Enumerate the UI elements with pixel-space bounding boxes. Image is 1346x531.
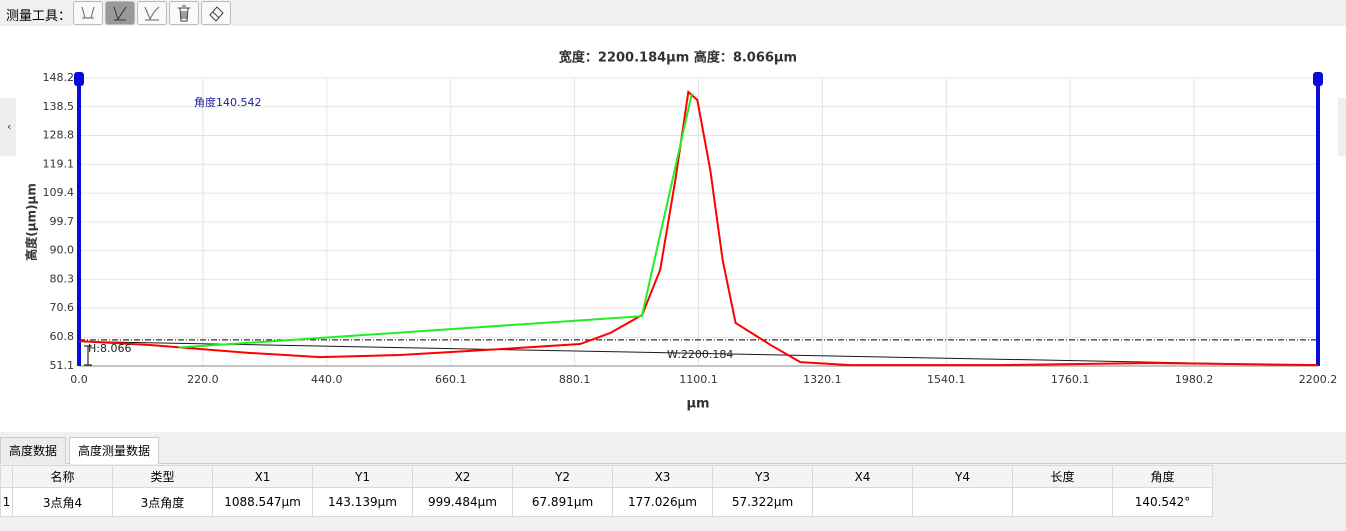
y-tick-label: 109.4 bbox=[43, 186, 75, 199]
y-tick-label: 51.1 bbox=[50, 359, 75, 372]
tool-button[interactable] bbox=[137, 1, 167, 25]
table-cell bbox=[1012, 487, 1113, 517]
y-tick-label: 80.3 bbox=[50, 272, 75, 285]
annotation: W:2200.184 bbox=[667, 348, 733, 361]
column-header: 类型 bbox=[112, 465, 213, 488]
height-marker bbox=[84, 345, 92, 366]
delete-button[interactable] bbox=[169, 1, 199, 25]
column-header: X2 bbox=[412, 465, 513, 488]
y-tick-label: 148.2 bbox=[43, 71, 75, 84]
x-tick-label: 1100.1 bbox=[679, 373, 718, 386]
table-cell: 143.139μm bbox=[312, 487, 413, 517]
table-cell: 140.542° bbox=[1112, 487, 1213, 517]
row-number: 1 bbox=[0, 487, 13, 517]
column-header: 角度 bbox=[1112, 465, 1213, 488]
column-header: Y4 bbox=[912, 465, 1013, 488]
table-cell: 3点角4 bbox=[12, 487, 113, 517]
y-tick-label: 70.6 bbox=[50, 301, 75, 314]
table-cell: 67.891μm bbox=[512, 487, 613, 517]
tab-bar: 高度数据 高度测量数据 bbox=[0, 435, 1346, 464]
table-row: 1 3点角4 3点角度 1088.547μm 143.139μm 999.484μm 67.… bbox=[0, 487, 1213, 517]
column-header: X4 bbox=[812, 465, 913, 488]
column-header: X3 bbox=[612, 465, 713, 488]
x-tick-label: 880.1 bbox=[559, 373, 591, 386]
series-line bbox=[178, 92, 693, 349]
column-header: X1 bbox=[212, 465, 313, 488]
y-tick-label: 138.5 bbox=[43, 100, 75, 113]
y-tick-label: 99.7 bbox=[50, 215, 75, 228]
annotation: H:8.066 bbox=[88, 342, 131, 355]
table-cell bbox=[912, 487, 1013, 517]
x-tick-label: 1760.1 bbox=[1051, 373, 1090, 386]
x-tick-label: 440.0 bbox=[311, 373, 343, 386]
y-tick-label: 128.8 bbox=[43, 129, 75, 142]
x-tick-label: 660.1 bbox=[435, 373, 467, 386]
x-tick-label: 2200.2 bbox=[1299, 373, 1338, 386]
cursor-handle bbox=[74, 72, 84, 86]
annotation: 角度140.542 bbox=[194, 95, 262, 109]
table-cell: 999.484μm bbox=[412, 487, 513, 517]
chart: ‹ 宽度：2200.184μm 高度：8.066μm μm 高度(μm)μm 5… bbox=[0, 26, 1346, 432]
corner-cell bbox=[0, 465, 13, 488]
x-axis-label: μm bbox=[686, 397, 709, 412]
side-panel[interactable] bbox=[1338, 98, 1346, 156]
data-table: 名称 类型 X1 Y1 X2 Y2 X3 Y3 X4 Y4 长度 角度 1 3点角4 3点角度 1088.54… bbox=[0, 465, 1213, 517]
table-cell: 1088.547μm bbox=[212, 487, 313, 517]
y-axis-label: 高度(μm)μm bbox=[24, 183, 39, 261]
tool-button[interactable] bbox=[105, 1, 135, 25]
column-header: Y2 bbox=[512, 465, 613, 488]
chart-title: 宽度：2200.184μm 高度：8.066μm bbox=[558, 50, 797, 66]
prev-arrow: ‹ bbox=[7, 120, 11, 133]
series-line bbox=[78, 340, 1319, 366]
table-cell bbox=[812, 487, 913, 517]
table-cell: 57.322μm bbox=[712, 487, 813, 517]
x-tick-label: 220.0 bbox=[187, 373, 219, 386]
column-header: Y3 bbox=[712, 465, 813, 488]
x-tick-label: 0.0 bbox=[70, 373, 88, 386]
table-cell: 3点角度 bbox=[112, 487, 213, 517]
tool-button[interactable] bbox=[73, 1, 103, 25]
x-tick-label: 1540.1 bbox=[927, 373, 966, 386]
toolbar: 测量工具： bbox=[0, 0, 1346, 26]
column-header: 名称 bbox=[12, 465, 113, 488]
header-row: 名称 类型 X1 Y1 X2 Y2 X3 Y3 X4 Y4 长度 角度 bbox=[0, 465, 1213, 488]
toolbar-label: 测量工具： bbox=[6, 9, 72, 24]
column-header: 长度 bbox=[1012, 465, 1113, 488]
y-tick-label: 119.1 bbox=[43, 157, 75, 170]
side-panel[interactable] bbox=[0, 98, 16, 156]
x-tick-label: 1980.2 bbox=[1175, 373, 1214, 386]
x-tick-label: 1320.1 bbox=[803, 373, 842, 386]
tab[interactable]: 高度测量数据 bbox=[69, 437, 160, 464]
table-cell: 177.026μm bbox=[612, 487, 713, 517]
y-tick-label: 90.0 bbox=[50, 244, 75, 257]
tab[interactable]: 高度数据 bbox=[0, 437, 67, 464]
cursor-handle bbox=[1313, 72, 1323, 86]
column-header: Y1 bbox=[312, 465, 413, 488]
y-tick-label: 60.8 bbox=[50, 330, 75, 343]
clear-button[interactable] bbox=[201, 1, 231, 25]
